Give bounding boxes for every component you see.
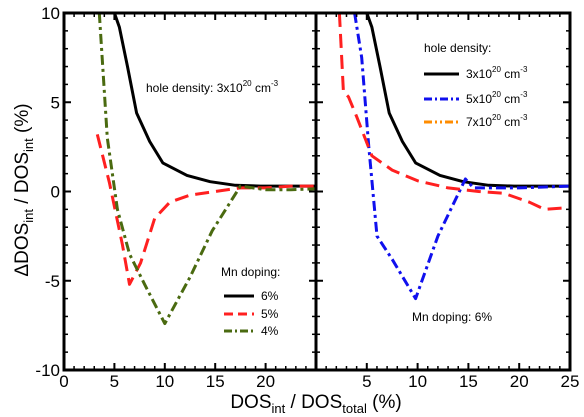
left-series-line-2	[97, 13, 316, 326]
right-x-tick-label: 5	[362, 372, 371, 391]
right-series-line-3	[337, 13, 570, 211]
plot-layer: 0 5 10 15 20 -10 -5 0 5 10 5 10 15 20 25	[35, 4, 579, 391]
y-tick-label: -5	[45, 272, 60, 291]
left-series-line-0	[112, 13, 316, 188]
right-x-tick-label: 15	[459, 372, 478, 391]
left-x-tick-label: 5	[110, 372, 119, 391]
right-x-tick-label: 10	[408, 372, 427, 391]
left-x-tick-label: 15	[206, 372, 225, 391]
left-x-tick-label: 20	[256, 372, 275, 391]
x-axis-title: DOSint / DOStotal (%)	[230, 392, 401, 416]
right-legend-label-3e20: 3x1020 cm-3	[466, 65, 528, 81]
left-legend-label-5pct: 5%	[261, 307, 279, 321]
left-x-tick-label: 10	[155, 372, 174, 391]
left-legend-label-4pct: 4%	[261, 324, 279, 338]
y-tick-label: -10	[35, 361, 60, 380]
left-annotation: hole density: 3x1020 cm-3	[146, 79, 279, 95]
right-series-line-0	[365, 13, 570, 188]
right-series-line-1	[353, 13, 570, 301]
right-plot-frame	[314, 11, 572, 372]
left-x-tick-label: 0	[59, 372, 68, 391]
right-annotation: Mn doping: 6%	[412, 310, 492, 324]
left-legend-title: Mn doping:	[221, 265, 280, 279]
right-legend-label-7e20: 7x1020 cm-3	[466, 113, 528, 129]
right-legend-label-5e20: 5x1020 cm-3	[466, 90, 528, 106]
y-tick-label: 5	[51, 93, 60, 112]
y-tick-label: 0	[51, 183, 60, 202]
right-x-tick-label: 25	[561, 372, 580, 391]
y-tick-label: 10	[41, 4, 60, 23]
y-axis-title: ΔDOSint / DOSint (%)	[12, 103, 36, 276]
left-legend-label-6pct: 6%	[261, 289, 279, 303]
right-x-tick-label: 20	[510, 372, 529, 391]
left-series-line-1	[95, 134, 316, 286]
right-legend-title: hole density:	[424, 41, 491, 55]
